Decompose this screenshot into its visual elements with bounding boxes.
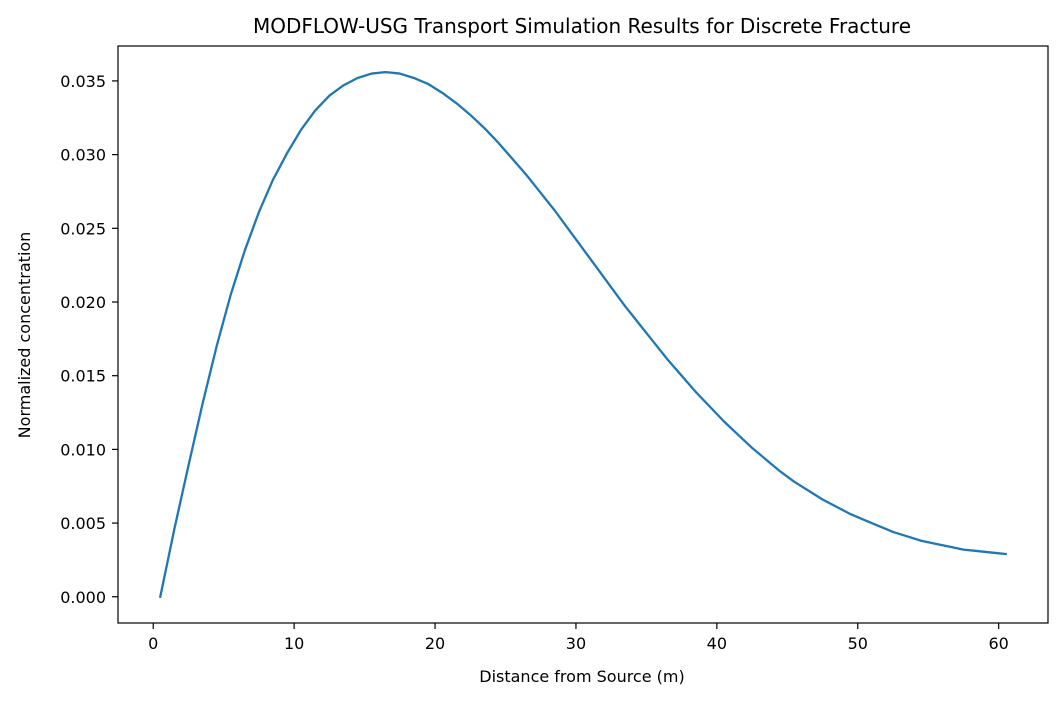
y-tick-label: 0.000 bbox=[60, 588, 106, 607]
x-tick-label: 10 bbox=[284, 634, 304, 653]
x-tick-label: 30 bbox=[566, 634, 586, 653]
x-tick-label: 60 bbox=[989, 634, 1009, 653]
x-tick-label: 50 bbox=[848, 634, 868, 653]
y-tick-label: 0.035 bbox=[60, 72, 106, 91]
y-tick-label: 0.010 bbox=[60, 440, 106, 459]
y-axis: 0.000 0.005 0.010 0.015 0.020 0.025 0.030 0.035 bbox=[60, 72, 118, 607]
series-line bbox=[158, 70, 1007, 599]
y-tick-label: 0.030 bbox=[60, 146, 106, 165]
y-tick-label: 0.015 bbox=[60, 367, 106, 386]
y-tick-label: 0.025 bbox=[60, 219, 106, 238]
x-tick-label: 40 bbox=[707, 634, 727, 653]
x-axis: 0 10 20 30 40 50 60 bbox=[148, 623, 1009, 653]
y-tick-label: 0.005 bbox=[60, 514, 106, 533]
plot-frame bbox=[117, 45, 1049, 624]
y-tick-label: 0.020 bbox=[60, 293, 106, 312]
series-layer bbox=[158, 70, 1007, 599]
x-axis-label: Distance from Source (m) bbox=[479, 667, 684, 686]
x-tick-label: 20 bbox=[425, 634, 445, 653]
x-tick-label: 0 bbox=[148, 634, 158, 653]
chart-title: MODFLOW-USG Transport Simulation Results… bbox=[253, 14, 911, 38]
y-axis-label: Normalized concentration bbox=[15, 232, 34, 439]
